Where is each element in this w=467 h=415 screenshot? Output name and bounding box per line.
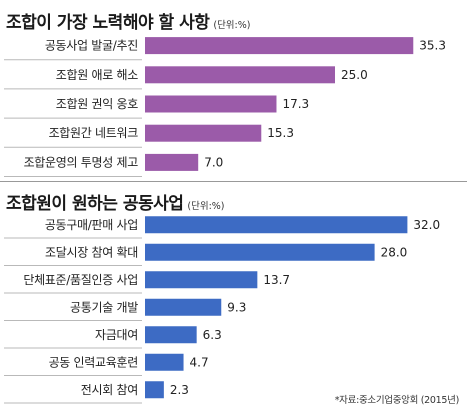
value-label: 13.7 xyxy=(263,273,290,287)
bar-chart-bottom: 공동구매/판매 사업 32.0 조달시장 참여 확대 28.0 단체표준/품질인증 사업… xyxy=(4,216,440,404)
bar xyxy=(145,153,199,171)
chart-unit-bottom: (단위:%) xyxy=(187,201,225,212)
category-label: 조합운영의 투명성 제고 xyxy=(24,155,139,169)
value-label: 7.0 xyxy=(204,155,223,169)
chart-title-bottom-text: 조합원이 원하는 공동사업 xyxy=(6,194,184,214)
value-label: 9.3 xyxy=(227,300,246,314)
chart-title-bottom: 조합원이 원하는 공동사업 (단위:%) xyxy=(6,189,225,214)
value-label: 15.3 xyxy=(267,126,294,140)
value-label: 32.0 xyxy=(413,218,440,232)
category-label: 단체표준/품질인증 사업 xyxy=(23,273,138,287)
value-label: 28.0 xyxy=(381,245,408,259)
value-label: 4.7 xyxy=(190,355,209,369)
category-label: 조합원 권익 옹호 xyxy=(56,97,138,111)
category-label: 공통기술 개발 xyxy=(70,300,138,314)
bar xyxy=(145,298,222,316)
bar xyxy=(145,243,375,261)
bar xyxy=(145,381,164,399)
value-label: 2.3 xyxy=(170,383,189,397)
chart-title-top: 조합이 가장 노력해야 할 사항 (단위:%) xyxy=(6,8,250,33)
bar xyxy=(145,271,258,289)
chart-panel-bottom: 조합원이 원하는 공동사업 (단위:%) 공동구매/판매 사업 32.0 조달시장 참… xyxy=(0,182,467,415)
chart-panel-top: 조합이 가장 노력해야 할 사항 (단위:%) 공동사업 발굴/추진 35.3 조합원… xyxy=(0,0,467,181)
bar xyxy=(145,66,335,84)
bar xyxy=(145,95,277,113)
category-label: 공동구매/판매 사업 xyxy=(45,218,138,232)
panel-divider xyxy=(0,181,467,182)
bar xyxy=(145,353,184,371)
category-label: 조달시장 참여 확대 xyxy=(45,245,138,259)
bar xyxy=(145,37,414,55)
value-label: 17.3 xyxy=(282,97,309,111)
bar xyxy=(145,124,262,142)
category-label: 자금대여 xyxy=(95,328,138,342)
bar xyxy=(145,216,408,234)
category-label: 공동사업 발굴/추진 xyxy=(45,39,138,53)
value-label: 6.3 xyxy=(203,328,222,342)
source-note: *자료:중소기업중앙회 (2015년) xyxy=(334,395,460,406)
category-label: 전시회 참여 xyxy=(81,383,138,397)
value-label: 25.0 xyxy=(341,68,368,82)
value-label: 35.3 xyxy=(419,39,446,53)
category-label: 조합원 애로 해소 xyxy=(56,68,138,82)
chart-unit-top: (단위:%) xyxy=(213,20,251,31)
category-label: 조합원간 네트워크 xyxy=(49,126,139,140)
bar-chart-top: 공동사업 발굴/추진 35.3 조합원 애로 해소 25.0 조합원 권익 옹호 17.3… xyxy=(4,37,446,177)
category-label: 공동 인력교육훈련 xyxy=(49,355,138,369)
bar xyxy=(145,326,197,344)
chart-title-top-text: 조합이 가장 노력해야 할 사항 xyxy=(6,13,210,33)
